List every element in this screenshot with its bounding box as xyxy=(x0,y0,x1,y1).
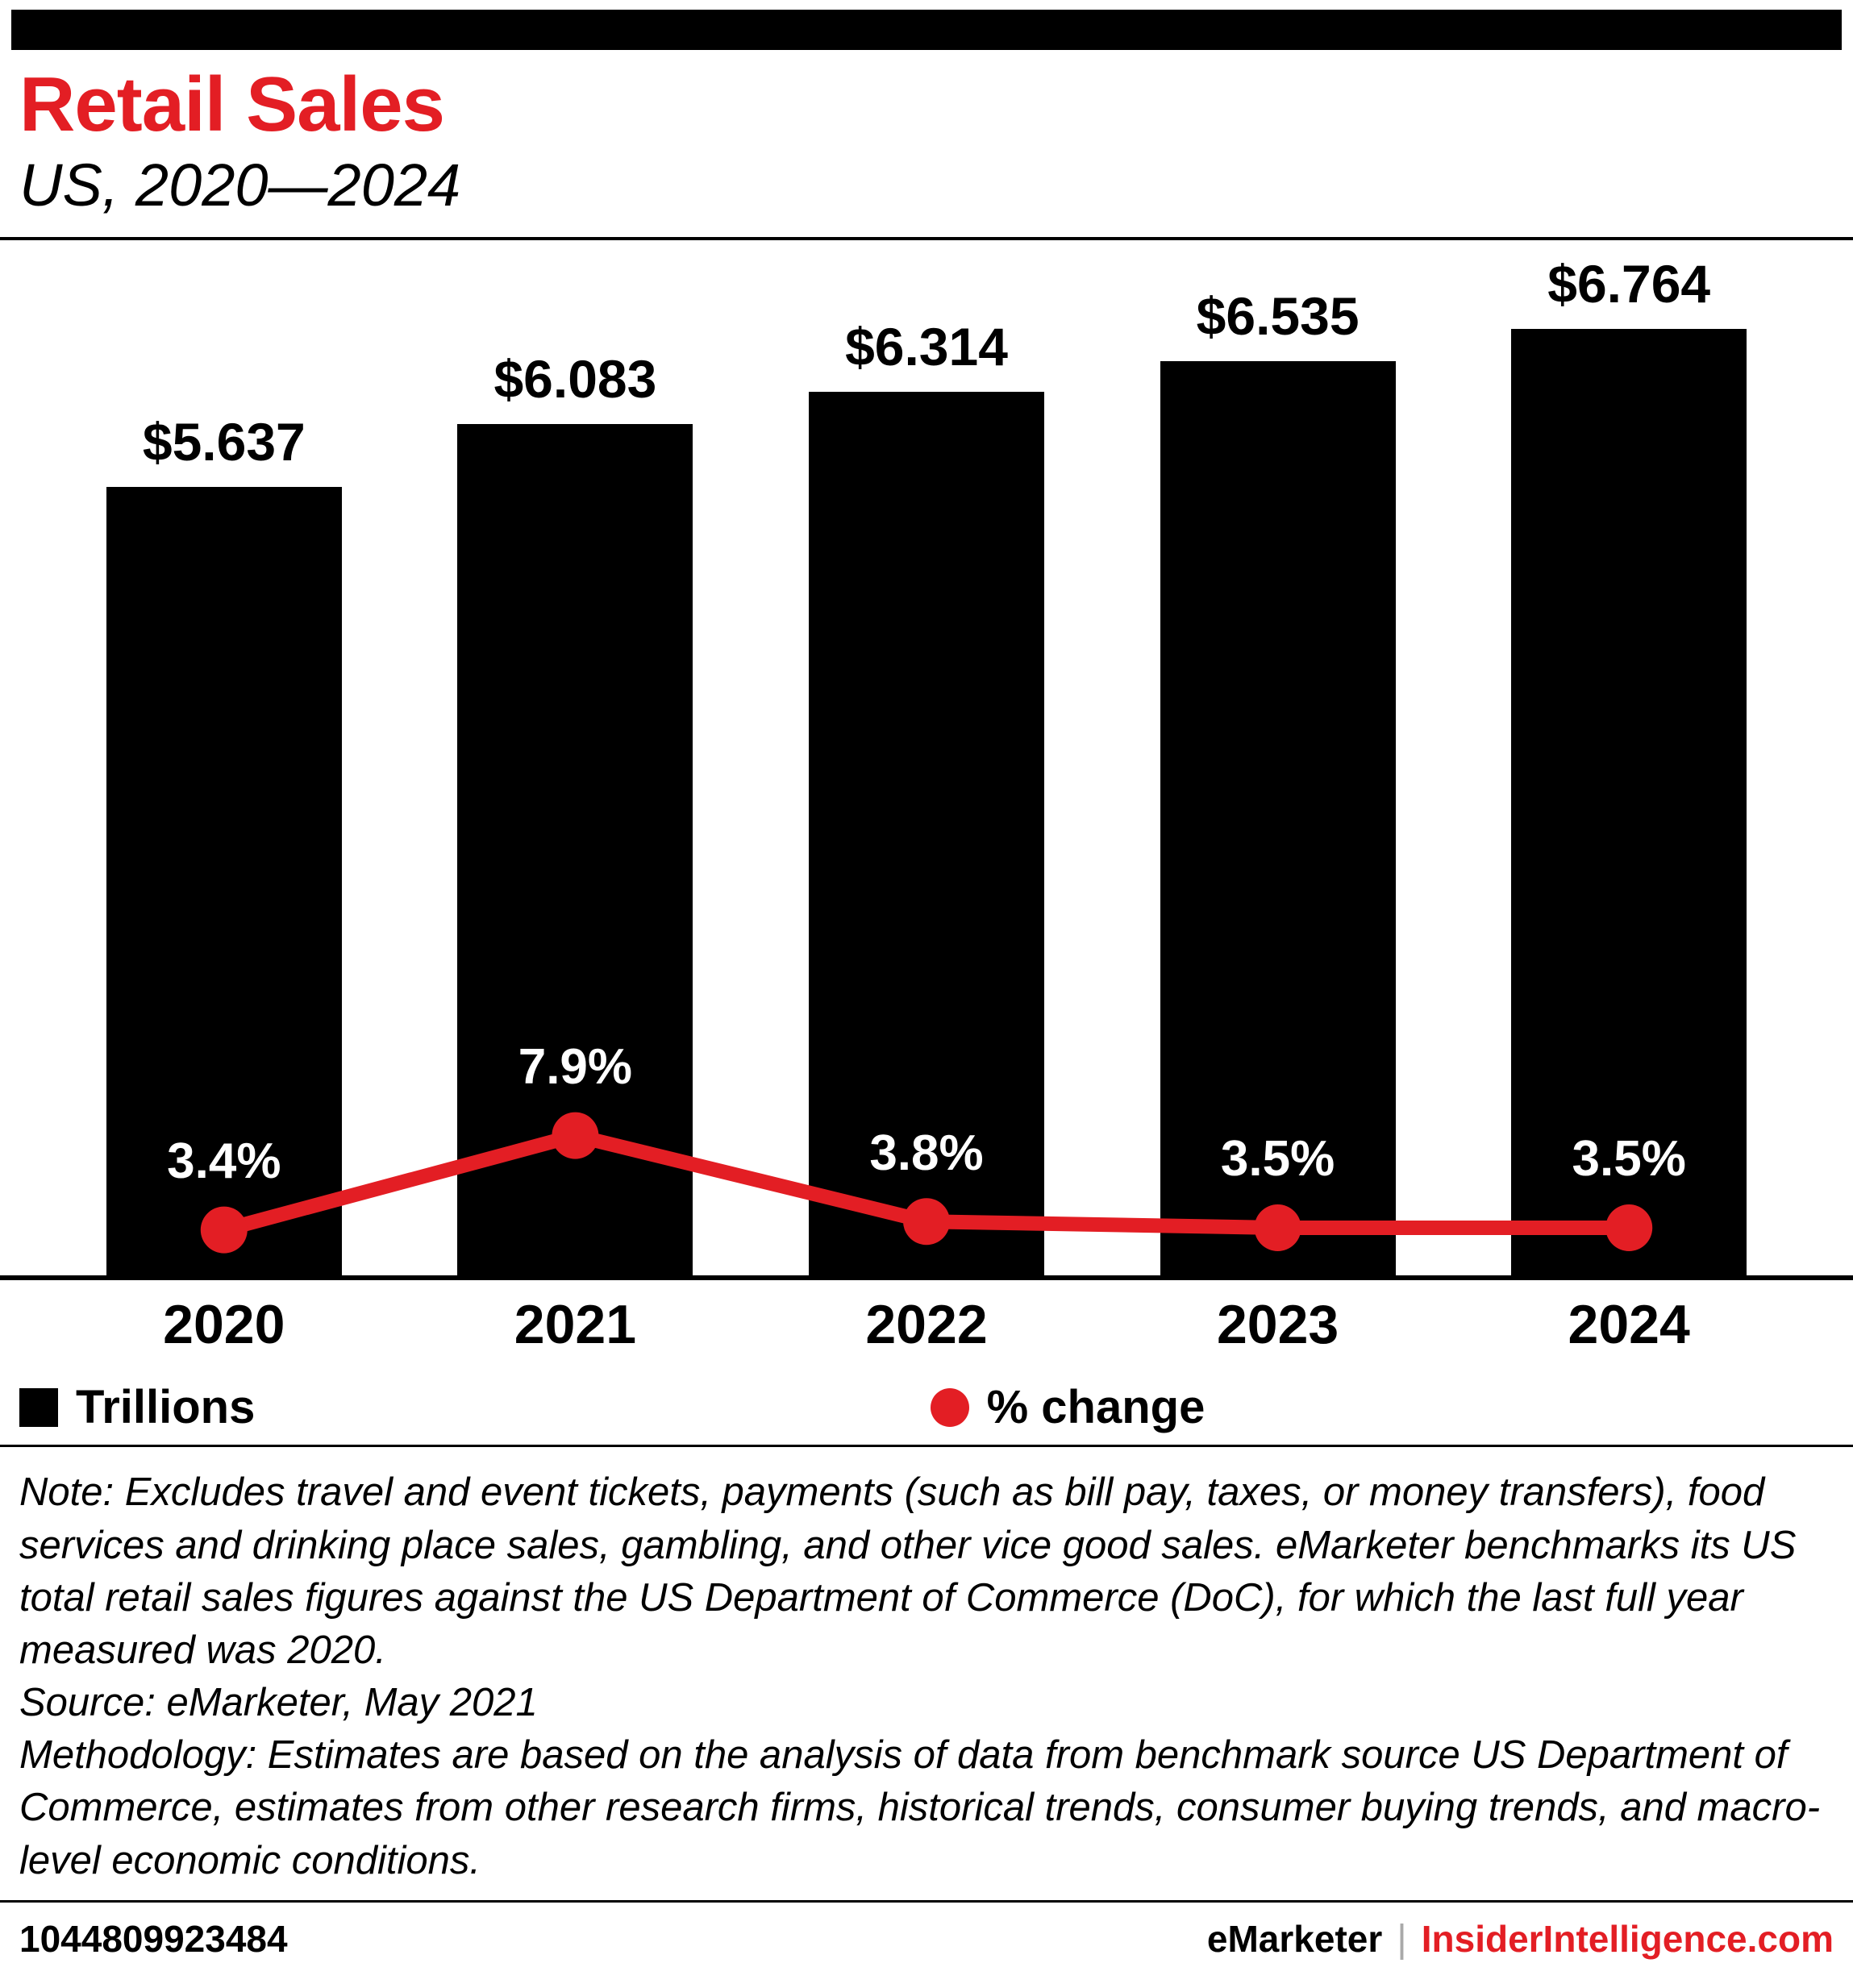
percent-label-2021: 7.9% xyxy=(518,1039,633,1096)
chart-id: 1044809923484 xyxy=(19,1918,288,1961)
legend-item-trillions: Trillions xyxy=(19,1380,255,1434)
line-point-2020 xyxy=(200,1207,248,1254)
line-point-2023 xyxy=(1254,1204,1301,1252)
legend-line-swatch xyxy=(930,1387,969,1427)
top-rule xyxy=(11,10,1842,50)
x-axis-label-2024: 2024 xyxy=(1568,1294,1690,1356)
chart-header: Retail Sales US, 2020—2024 xyxy=(0,50,1853,241)
x-axis-label-2021: 2021 xyxy=(514,1294,637,1356)
notes-section: Note: Excludes travel and event tickets,… xyxy=(0,1445,1853,1899)
chart-area: $5.637 $6.083 $6.314 $6.535 $6.764 3.4% 7.9% 3.… xyxy=(0,240,1853,1281)
footer: 1044809923484 eMarketer | InsiderIntelli… xyxy=(0,1899,1853,1976)
source-text: Source: eMarketer, May 2021 xyxy=(19,1681,538,1725)
legend: Trillions % change xyxy=(0,1367,1853,1445)
page-subtitle: US, 2020—2024 xyxy=(19,151,461,218)
bar-2024 xyxy=(1511,329,1747,1276)
line-point-2022 xyxy=(903,1198,950,1246)
bar-value-label-2021: $6.083 xyxy=(493,349,657,410)
x-axis-label-2022: 2022 xyxy=(865,1294,988,1356)
brand-emarketer: eMarketer xyxy=(1206,1918,1383,1961)
bar-2023 xyxy=(1160,361,1396,1276)
percent-label-2023: 3.5% xyxy=(1220,1131,1335,1187)
legend-item-percent-change: % change xyxy=(930,1380,1205,1434)
bar-value-label-2024: $6.764 xyxy=(1547,254,1711,314)
note-text: Note: Excludes travel and event tickets,… xyxy=(19,1470,1797,1672)
methodology-text: Methodology: Estimates are based on the … xyxy=(19,1733,1821,1882)
legend-bar-label: Trillions xyxy=(76,1381,256,1434)
percent-label-2024: 3.5% xyxy=(1572,1131,1686,1187)
footer-separator: | xyxy=(1397,1917,1407,1961)
x-axis: 2020 2021 2022 2023 2024 xyxy=(0,1280,1853,1367)
percent-change-line xyxy=(200,1113,1653,1254)
line-point-2021 xyxy=(552,1113,599,1160)
x-axis-label-2023: 2023 xyxy=(1216,1294,1339,1356)
x-axis-label-2020: 2020 xyxy=(163,1294,285,1356)
page-title: Retail Sales xyxy=(19,61,445,148)
bar-value-label-2022: $6.314 xyxy=(845,317,1008,377)
percent-label-2020: 3.4% xyxy=(167,1133,281,1190)
legend-line-label: % change xyxy=(986,1381,1205,1434)
brand-insiderintelligence-link[interactable]: InsiderIntelligence.com xyxy=(1421,1918,1834,1961)
bar-value-label-2023: $6.535 xyxy=(1196,286,1360,347)
bar-value-label-2020: $5.637 xyxy=(142,412,306,472)
percent-label-2022: 3.8% xyxy=(869,1125,984,1181)
bar-2022 xyxy=(809,392,1044,1276)
legend-bar-swatch xyxy=(19,1387,58,1427)
line-point-2024 xyxy=(1605,1204,1653,1252)
bar-2020 xyxy=(106,487,342,1276)
